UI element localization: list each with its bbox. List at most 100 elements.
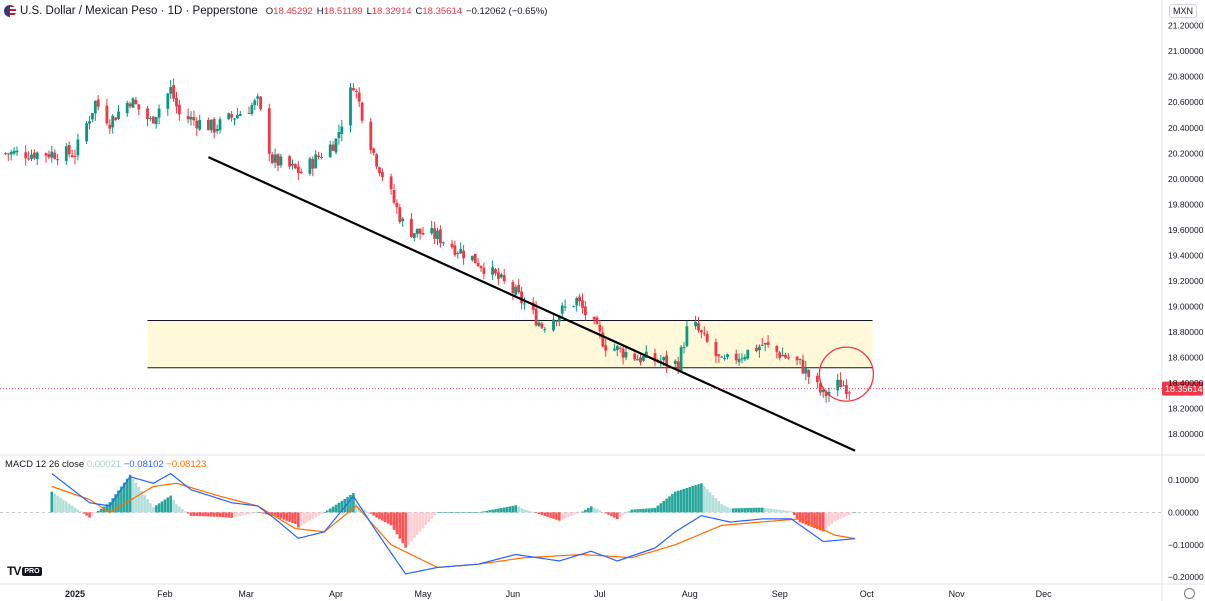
- macd-hist-bar: [294, 512, 297, 525]
- macd-hist-bar: [392, 512, 396, 530]
- candle-down: [787, 357, 790, 359]
- settings-gear-icon[interactable]: [1184, 588, 1195, 599]
- candle-up: [166, 93, 170, 109]
- macd-hist-bar: [323, 512, 326, 513]
- range-zone[interactable]: [147, 320, 873, 368]
- macd-line-value: −0.08102: [123, 459, 164, 470]
- macd-hist-bar: [659, 503, 663, 513]
- candle-up: [291, 163, 294, 166]
- macd-hist-bar: [247, 512, 251, 515]
- macd-label[interactable]: MACD 12 26 close: [5, 459, 85, 470]
- candle-down: [6, 153, 10, 155]
- candle-up: [746, 349, 750, 359]
- macd-hist-bar: [123, 482, 126, 513]
- macd-hist-bar: [578, 512, 581, 513]
- candle-down: [618, 347, 622, 349]
- macd-hist-bar: [447, 512, 451, 513]
- macd-hist-bar: [111, 498, 114, 513]
- macd-hist-bar: [413, 512, 416, 539]
- time-tick-label: Jun: [506, 589, 521, 599]
- macd-hist-bar: [850, 512, 854, 514]
- candle-up: [334, 138, 338, 153]
- macd-hist-bar: [152, 507, 155, 513]
- macd-hist-bar: [801, 512, 805, 524]
- candle-down: [847, 392, 851, 394]
- macd-hist-bar: [749, 507, 752, 513]
- candle-up: [821, 390, 825, 393]
- candle-up: [575, 298, 579, 306]
- candle-down: [581, 300, 584, 308]
- macd-hist-bar: [259, 512, 262, 514]
- currency-button[interactable]: MXN: [1169, 4, 1197, 18]
- macd-hist-bar: [531, 512, 535, 513]
- macd-hist-bar: [601, 512, 605, 513]
- candle-down: [96, 99, 100, 107]
- ohlc-high: H18.51189: [316, 5, 363, 17]
- macd-hist-bar: [624, 512, 628, 514]
- macd-hist-bar: [363, 509, 367, 513]
- candle-down: [369, 121, 373, 151]
- trendline[interactable]: [207, 156, 856, 452]
- macd-hist-bar: [598, 510, 602, 513]
- macd-hist-bar: [134, 482, 138, 513]
- macd-hist-bar: [505, 506, 509, 513]
- macd-hist-bar: [529, 511, 532, 513]
- candle-down: [357, 92, 361, 102]
- macd-hist-bar: [488, 510, 491, 513]
- macd-hist-bar: [853, 512, 857, 513]
- macd-hist-bar: [375, 512, 378, 518]
- usd-flag-icon: [4, 5, 16, 17]
- candle-down: [378, 167, 381, 174]
- candle-down: [795, 356, 799, 361]
- macd-hist-bar: [198, 512, 201, 517]
- candle-down: [389, 176, 393, 190]
- candle-down: [595, 317, 599, 325]
- macd-hist-bar: [563, 512, 567, 519]
- macd-hist-bar: [459, 512, 462, 513]
- macd-hist-bar: [833, 512, 837, 522]
- price-tick-label: 20.40000: [1168, 123, 1204, 133]
- candle-down: [775, 346, 779, 352]
- macd-hist-bar: [53, 493, 56, 513]
- candle-up: [50, 151, 54, 158]
- candle-down: [259, 96, 262, 110]
- macd-hist-bar: [305, 512, 309, 523]
- candle-down: [453, 245, 457, 255]
- symbol-title[interactable]: U.S. Dollar / Mexican Peso · 1D · Pepper…: [20, 5, 258, 17]
- macd-hist-bar: [560, 512, 564, 520]
- macd-hist-bar: [175, 504, 178, 513]
- tradingview-logo[interactable]: TV PRO: [7, 564, 42, 578]
- macd-hist-bar: [685, 487, 689, 513]
- macd-hist-bar: [67, 503, 71, 513]
- macd-hist-bar: [766, 508, 770, 513]
- macd-hist-bar: [726, 506, 729, 513]
- macd-hist-bar: [691, 486, 694, 513]
- macd-hist-bar: [810, 512, 813, 527]
- candle-up: [740, 358, 744, 360]
- candle-down: [760, 344, 764, 346]
- macd-hist-bar: [795, 512, 799, 519]
- highlight-circle[interactable]: [818, 346, 875, 402]
- candle-down: [705, 333, 709, 342]
- macd-hist-bar: [268, 512, 271, 516]
- candle-down: [146, 108, 149, 120]
- macd-tick-label: −0.20000: [1168, 572, 1204, 582]
- candle-down: [114, 117, 117, 121]
- time-tick-label: Oct: [860, 589, 875, 599]
- candle-up: [842, 385, 845, 387]
- macd-hist-bar: [207, 512, 210, 517]
- macd-signal-value: −0.08123: [166, 459, 207, 470]
- macd-hist-bar: [723, 505, 726, 513]
- macd-hist-bar: [320, 512, 323, 515]
- candle-down: [824, 391, 828, 397]
- candle-up: [441, 242, 445, 244]
- candle-down: [320, 156, 323, 158]
- macd-hist-bar: [676, 490, 680, 513]
- price-tag-bg: [1162, 381, 1203, 396]
- macd-hist-bar: [772, 509, 776, 513]
- macd-hist-bar: [146, 499, 149, 513]
- macd-hist-bar: [587, 508, 590, 513]
- candle-up: [679, 347, 683, 371]
- macd-hist-bar: [845, 512, 848, 517]
